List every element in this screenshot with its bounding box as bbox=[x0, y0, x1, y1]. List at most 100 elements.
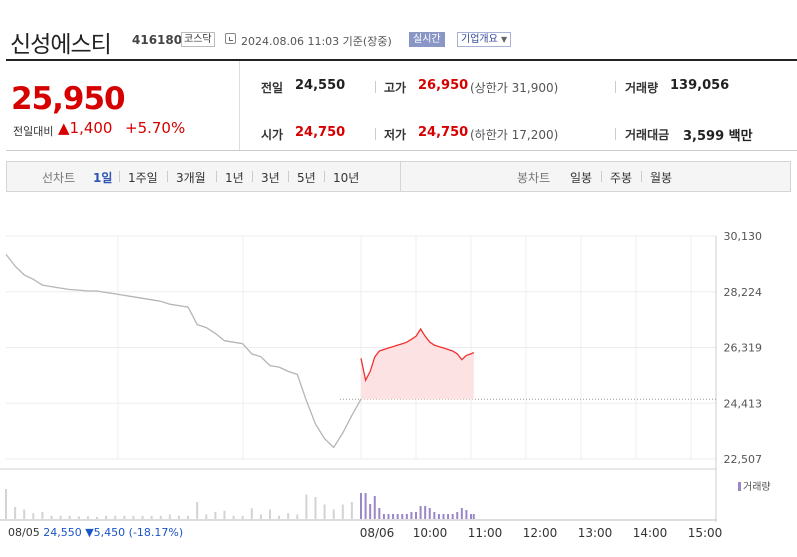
volume-bar bbox=[177, 515, 180, 519]
tab-3year[interactable]: 3년 bbox=[261, 171, 280, 185]
divider bbox=[615, 81, 616, 93]
volume-bar bbox=[68, 515, 71, 519]
realtime-button[interactable]: 실시간 bbox=[409, 32, 445, 47]
volume-bar bbox=[332, 509, 335, 519]
tab-1year[interactable]: 1년 bbox=[225, 171, 244, 185]
volume-bar bbox=[214, 512, 217, 519]
candle-chart-title: 봉차트 bbox=[517, 171, 551, 185]
current-price: 25,950 bbox=[11, 81, 126, 117]
x-tick-label: 10:00 bbox=[413, 526, 448, 540]
volume-bar bbox=[364, 493, 367, 519]
y-tick-label: 30,130 bbox=[724, 230, 763, 243]
volume-bar bbox=[259, 514, 262, 519]
volume-value: 139,056 bbox=[670, 78, 730, 93]
change-label: 전일대비 bbox=[13, 125, 54, 138]
change-amount: ▲1,400 bbox=[58, 119, 113, 137]
tab-5year[interactable]: 5년 bbox=[297, 171, 316, 185]
volume-bar bbox=[23, 509, 26, 519]
tab-weekly-candle[interactable]: 주봉 bbox=[610, 171, 633, 185]
y-tick-label: 26,319 bbox=[724, 342, 763, 355]
divider bbox=[615, 128, 616, 140]
prev-close-value: 24,550 bbox=[295, 78, 346, 93]
divider bbox=[216, 171, 217, 182]
volume-bar bbox=[360, 493, 362, 519]
x-tick-label: 13:00 bbox=[578, 526, 613, 540]
volume-bar bbox=[223, 510, 226, 519]
volume-bar bbox=[132, 515, 135, 519]
volume-bar bbox=[41, 512, 44, 519]
y-tick-label: 22,507 bbox=[724, 453, 763, 466]
volume-bar bbox=[187, 515, 190, 519]
volume-legend: 거래량 bbox=[738, 478, 771, 493]
volume-label: 거래량 bbox=[625, 81, 659, 95]
volume-bar bbox=[14, 507, 17, 519]
trade-value: 3,599 백만 bbox=[683, 129, 753, 144]
divider bbox=[641, 171, 642, 182]
divider bbox=[601, 171, 602, 182]
divider bbox=[375, 128, 376, 140]
upper-limit: (상한가 31,900) bbox=[470, 81, 559, 95]
company-overview-label: 기업개요 bbox=[461, 34, 498, 45]
volume-bar bbox=[341, 504, 344, 519]
tab-3month[interactable]: 3개월 bbox=[176, 171, 206, 185]
chevron-down-icon: ▼ bbox=[501, 35, 508, 44]
volume-bar bbox=[232, 515, 235, 519]
open-value: 24,750 bbox=[295, 125, 346, 140]
volume-bar bbox=[470, 514, 472, 519]
volume-bar bbox=[314, 497, 317, 519]
x-axis-labels: 08/06 10:00 11:00 12:00 13:00 14:00 15:00 bbox=[360, 526, 723, 540]
volume-bar bbox=[424, 506, 427, 519]
volume-bar bbox=[396, 514, 399, 519]
price-series bbox=[5, 254, 716, 449]
volume-bar bbox=[114, 515, 117, 519]
volume-bar bbox=[159, 515, 162, 519]
timestamp: 2024.08.06 11:03 기준(장중) bbox=[241, 35, 392, 48]
company-overview-dropdown[interactable]: 기업개요 ▼ bbox=[457, 32, 512, 47]
price-summary-panel bbox=[6, 59, 797, 151]
volume-bar bbox=[86, 516, 89, 519]
volume-bar bbox=[323, 504, 326, 519]
tab-daily-candle[interactable]: 일봉 bbox=[570, 171, 593, 185]
y-axis-labels: 30,130 28,224 26,319 24,413 22,507 bbox=[724, 230, 763, 466]
volume-bar bbox=[465, 510, 468, 519]
volume-bar bbox=[378, 508, 381, 519]
volume-bar bbox=[447, 514, 450, 519]
volume-bar bbox=[105, 515, 108, 519]
volume-bar bbox=[59, 515, 62, 519]
volume-bar bbox=[428, 508, 431, 519]
prev-day-close: 24,550 bbox=[43, 526, 82, 539]
divider bbox=[324, 171, 325, 182]
stock-code: 416180 bbox=[132, 33, 183, 47]
volume-bar bbox=[32, 513, 35, 519]
lower-limit: (하한가 17,200) bbox=[470, 128, 559, 142]
volume-bar bbox=[451, 514, 454, 519]
x-tick-label: 15:00 bbox=[688, 526, 723, 540]
prev-day-date: 08/05 bbox=[8, 526, 40, 539]
tab-1week[interactable]: 1주일 bbox=[128, 171, 158, 185]
price-chart[interactable]: 30,130 28,224 26,319 24,413 22,507 08/06 10:0… bbox=[0, 200, 797, 557]
low-label: 저가 bbox=[384, 128, 407, 142]
clock-icon bbox=[225, 33, 236, 44]
chart-period-tabbar bbox=[6, 161, 791, 192]
volume-bar bbox=[387, 514, 390, 519]
volume-bar bbox=[141, 515, 144, 519]
divider bbox=[119, 171, 120, 182]
volume-bar bbox=[369, 504, 372, 519]
volume-bar bbox=[196, 502, 199, 519]
volume-bars bbox=[5, 489, 475, 519]
divider bbox=[375, 81, 376, 93]
tab-10year[interactable]: 10년 bbox=[333, 171, 360, 185]
tab-monthly-candle[interactable]: 월봉 bbox=[650, 171, 673, 185]
low-value: 24,750 bbox=[418, 125, 469, 140]
trade-value-label: 거래대금 bbox=[625, 128, 670, 142]
volume-bar bbox=[305, 494, 308, 519]
tab-1day[interactable]: 1일 bbox=[93, 171, 113, 185]
x-tick-label: 08/06 bbox=[360, 526, 395, 540]
volume-bar bbox=[241, 515, 244, 519]
volume-bar bbox=[405, 514, 408, 519]
volume-bar bbox=[410, 512, 413, 519]
volume-bar bbox=[442, 514, 445, 519]
volume-bar bbox=[96, 517, 99, 519]
prev-close-label: 전일 bbox=[261, 81, 284, 95]
volume-bar bbox=[456, 512, 459, 519]
